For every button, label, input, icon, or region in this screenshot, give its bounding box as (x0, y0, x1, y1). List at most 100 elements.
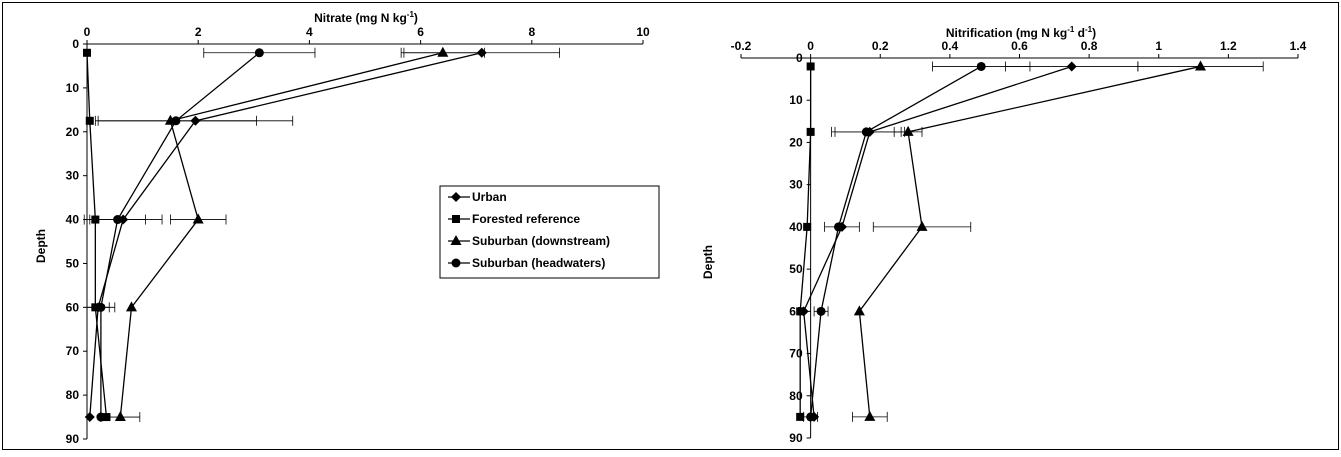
nitrate-y-tick-label: 60 (66, 300, 80, 314)
nitrate-y-tick-label: 50 (66, 256, 80, 270)
nitrification-series-suburban-headwaters-point (976, 61, 986, 71)
nitrification-x-tick-label: 0.8 (1081, 39, 1098, 53)
nitrification-x-axis-title: Nitrification (mg N kg-1 d-1) (946, 25, 1096, 40)
nitrification-series-forested-reference (796, 62, 815, 421)
nitrification-x-tick-label: -0.2 (731, 39, 752, 53)
nitrate-y-tick-label: 10 (66, 81, 80, 95)
nitrification-series-suburban-downstream-point (864, 410, 876, 421)
nitrate-series (83, 46, 560, 423)
nitrification-y-tick-label: 90 (789, 431, 803, 445)
legend-items: Urban Forested reference Suburban (downstr… (448, 190, 610, 270)
nitrate-y-tick-label: 0 (72, 37, 79, 51)
nitrification-y-tick-label: 40 (789, 220, 803, 234)
nitrification-x-tick-label: 1.4 (1290, 39, 1307, 53)
nitrification-x-tick-label: 1 (1155, 39, 1162, 53)
nitrate-x-tick-label: 8 (528, 25, 535, 39)
legend-label: Forested reference (472, 212, 580, 226)
nitrification-y-tick-label: 0 (796, 51, 803, 65)
nitrate-x-tick-label: 6 (417, 25, 424, 39)
nitrate-y-tick-label: 80 (66, 388, 80, 402)
nitrification-series-suburban-headwaters-point (861, 127, 871, 137)
nitrate-y-tick-label: 90 (66, 432, 80, 446)
nitrification-x-tick-label: 0 (807, 39, 814, 53)
nitrate-series-suburban-headwaters-point (113, 215, 123, 225)
nitrification-y-tick-label: 10 (789, 93, 803, 107)
nitrification-x-tick-label: 0.4 (942, 39, 959, 53)
nitrification-y-tick-label: 80 (789, 389, 803, 403)
nitrification-series-forested-reference-point (796, 307, 805, 316)
nitrification-x-tick-label: 1.2 (1220, 39, 1237, 53)
legend-marker (452, 215, 460, 223)
nitrate-y-tick-label: 30 (66, 169, 80, 183)
nitrate-y-tick-label: 40 (66, 213, 80, 227)
legend-marker (451, 192, 461, 202)
nitrate-series-suburban-downstream-line (119, 52, 443, 418)
nitrate-x-tick-label: 0 (84, 25, 91, 39)
nitrate-series-suburban-headwaters (86, 47, 316, 422)
nitrification-y-tick-label: 50 (789, 262, 803, 276)
nitrate-series-suburban-headwaters-point (171, 116, 181, 126)
nitrification-series-suburban-downstream (852, 60, 1264, 422)
nitrate-x-tick-label: 4 (306, 25, 313, 39)
nitrate-series-suburban-downstream-point (192, 213, 204, 224)
nitrification-series-suburban-downstream-point (902, 125, 914, 136)
legend-item-urban: Urban (448, 190, 507, 204)
nitrification-series (796, 60, 1264, 422)
nitrate-series-forested-reference-line (86, 52, 108, 418)
nitrification-series-suburban-downstream-point (916, 220, 928, 231)
nitrification-y-tick-label: 30 (789, 178, 803, 192)
nitrate-series-forested-reference-point (83, 48, 91, 57)
nitrate-series-suburban-downstream-point (114, 411, 126, 422)
nitrification-y-tick-label: 70 (789, 347, 803, 361)
nitrification-series-suburban-downstream-point (853, 305, 865, 316)
nitrate-series-urban-point (84, 412, 95, 423)
nitrification-series-forested-reference-point (803, 222, 812, 231)
legend-label: Urban (472, 190, 507, 204)
nitrate-panel: Nitrate (mg N kg-1) Depth 0 2 4 6 8 10 0 10 20 30… (34, 10, 650, 446)
nitrate-series-suburban-downstream-point (125, 301, 137, 312)
nitrification-panel: Nitrification (mg N kg-1 d-1) Depth -0.2… (701, 25, 1307, 445)
nitrate-x-tick-label: 10 (636, 25, 650, 39)
legend: Urban Forested reference Suburban (downstr… (439, 185, 660, 279)
nitrate-series-suburban-headwaters-point (96, 412, 106, 422)
nitrification-series-suburban-headwaters (803, 61, 1031, 422)
legend-marker (451, 258, 461, 268)
nitrification-series-urban-point (1066, 61, 1077, 72)
nitrification-series-forested-reference-point (806, 127, 815, 136)
legend-item-suburban-headwaters: Suburban (headwaters) (448, 256, 605, 270)
nitrification-series-urban (798, 61, 1139, 422)
nitrification-series-suburban-downstream-point (1195, 60, 1207, 71)
nitrification-series-suburban-headwaters-point (806, 412, 816, 422)
nitrification-x-tick-label: 0.6 (1011, 39, 1028, 53)
nitrate-series-suburban-headwaters-line (100, 52, 260, 418)
legend-item-suburban-downstream: Suburban (downstream) (448, 234, 610, 248)
nitrate-x-axis-title: Nitrate (mg N kg-1) (314, 10, 418, 25)
nitrification-series-urban-line (802, 65, 1072, 417)
nitrate-series-suburban-downstream (100, 46, 485, 423)
nitrification-series-suburban-headwaters-line (809, 65, 982, 417)
nitrate-x-tick-label: 2 (195, 25, 202, 39)
nitrate-series-forested-reference-point (85, 116, 94, 125)
nitrate-series-urban-line (89, 52, 482, 418)
nitrate-series-suburban-headwaters-point (254, 48, 264, 58)
nitrate-y-tick-label: 20 (66, 125, 80, 139)
nitrification-axes: -0.2 0 0.2 0.4 0.6 0.8 1 1.2 1.40102030405060708… (731, 39, 1307, 445)
legend-label: Suburban (downstream) (472, 234, 610, 248)
nitrification-x-tick-label: 0.2 (872, 39, 889, 53)
nitrification-series-suburban-headwaters-point (816, 306, 826, 316)
figure-frame (2, 2, 1339, 450)
legend-marker (450, 235, 462, 245)
nitrate-y-tick-label: 70 (66, 344, 80, 358)
legend-label: Suburban (headwaters) (472, 256, 605, 270)
nitrate-axes: 0 2 4 6 8 10 0 10 20 30 40 50 60 70 80 90 (66, 25, 650, 446)
nitrate-series-suburban-headwaters-point (96, 302, 106, 312)
nitrification-series-forested-reference-point (796, 412, 805, 421)
nitrate-y-axis-title: Depth (34, 229, 48, 263)
legend-box (439, 185, 660, 279)
nitrification-y-tick-label: 20 (789, 135, 803, 149)
nitrification-series-suburban-headwaters-point (833, 222, 843, 232)
legend-item-forested-reference: Forested reference (448, 212, 580, 226)
nitrate-series-suburban-downstream-point (437, 46, 449, 57)
